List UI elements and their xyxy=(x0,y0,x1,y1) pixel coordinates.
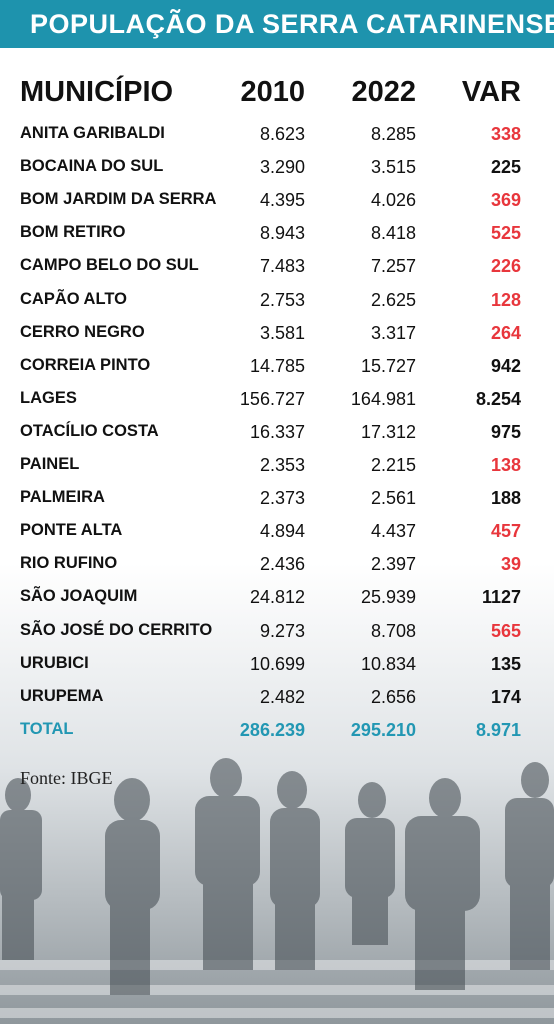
cell-value: 8.254 xyxy=(475,388,521,409)
cell-value: 8.285 xyxy=(370,124,416,144)
cell-value: 4.395 xyxy=(259,190,305,211)
cell-value: 1127 xyxy=(481,587,521,608)
municipality: URUBICI xyxy=(20,653,89,672)
municipality: SÃO JOSÉ DO CERRITO xyxy=(20,620,213,639)
cell-value: 138 xyxy=(490,455,521,475)
cell-value: 8.708 xyxy=(370,620,416,641)
column-header: 2010 xyxy=(240,76,305,108)
cell-value: 7.483 xyxy=(259,256,305,277)
municipality: BOM JARDIM DA SERRA xyxy=(20,190,217,209)
cell-value: 16.337 xyxy=(249,421,305,442)
cell-value: 942 xyxy=(490,355,521,376)
cell-value: 10.699 xyxy=(249,653,305,674)
cell-value: 565 xyxy=(490,620,521,641)
cell-value: 24.812 xyxy=(249,587,305,608)
cell-value: 4.894 xyxy=(259,521,305,542)
cell-value: 7.257 xyxy=(370,256,416,277)
header-bar: POPULAÇÃO DA SERRA CATARINENSE xyxy=(0,0,554,48)
municipality: SÃO JOAQUIM xyxy=(20,587,138,606)
cell-value: 10.834 xyxy=(360,653,416,674)
cell-value: 39 xyxy=(500,554,521,575)
municipality: BOM RETIRO xyxy=(20,223,126,242)
cell-value: 2.482 xyxy=(259,686,305,707)
municipality: LAGES xyxy=(20,388,77,407)
cell-value: 2.625 xyxy=(370,289,416,310)
cell-value: 3.290 xyxy=(259,157,305,178)
cell-value: 15.727 xyxy=(360,355,416,376)
cell-value: 14.785 xyxy=(249,355,305,376)
cell-value: 164.981 xyxy=(350,388,416,409)
cell-value: 8.943 xyxy=(259,223,305,244)
cell-value: 2.373 xyxy=(259,488,305,509)
cell-value: 226 xyxy=(490,256,521,277)
cell-value: 457 xyxy=(490,521,521,542)
cell-value: 188 xyxy=(490,488,521,509)
municipality: URUPEMA xyxy=(20,686,104,705)
source: Fonte: IBGE xyxy=(20,768,113,788)
total-cell: 286.239 xyxy=(239,719,305,740)
municipality: CERRO NEGRO xyxy=(20,322,145,341)
cell-value: 4.437 xyxy=(370,521,416,542)
cell-value: 2.656 xyxy=(370,686,416,707)
total-cell: TOTAL xyxy=(20,719,74,738)
cell-value: 2.436 xyxy=(259,554,305,575)
municipality: CORREIA PINTO xyxy=(20,355,151,374)
cell-value: 975 xyxy=(490,421,521,442)
cell-value: 2.753 xyxy=(259,289,305,310)
municipality: CAPÃO ALTO xyxy=(20,289,127,308)
total-cell: 8.971 xyxy=(475,719,521,740)
cell-value: 8.418 xyxy=(370,223,416,244)
cell-value: 8.623 xyxy=(259,124,305,144)
cell-value: 264 xyxy=(490,322,521,343)
column-header: VAR xyxy=(461,76,521,108)
municipality: BOCAINA DO SUL xyxy=(20,157,164,176)
municipality: OTACÍLIO COSTA xyxy=(20,421,159,440)
cell-value: 3.581 xyxy=(259,322,305,343)
municipality: CAMPO BELO DO SUL xyxy=(20,256,199,275)
cell-value: 2.215 xyxy=(370,455,416,475)
cell-value: 128 xyxy=(490,289,521,310)
cell-value: 25.939 xyxy=(360,587,416,608)
cell-value: 225 xyxy=(490,157,521,178)
cell-value: 338 xyxy=(490,124,521,144)
cell-value: 2.353 xyxy=(259,455,305,475)
municipality: PAINEL xyxy=(20,455,80,473)
municipality: ANITA GARIBALDI xyxy=(20,124,165,142)
cell-value: 174 xyxy=(490,686,521,707)
cell-value: 156.727 xyxy=(239,388,305,409)
cell-value: 4.026 xyxy=(370,190,416,211)
total-cell: 295.210 xyxy=(350,719,416,740)
cell-value: 2.397 xyxy=(370,554,416,575)
cell-value: 369 xyxy=(490,190,521,211)
cell-value: 3.515 xyxy=(370,157,416,178)
column-header: 2022 xyxy=(351,76,416,108)
cell-value: 9.273 xyxy=(259,620,305,641)
cell-value: 525 xyxy=(490,223,521,244)
cell-value: 2.561 xyxy=(370,488,416,509)
title: POPULAÇÃO DA SERRA CATARINENSE xyxy=(30,9,554,39)
cell-value: 135 xyxy=(490,653,521,674)
municipality: RIO RUFINO xyxy=(20,554,118,573)
column-header: MUNICÍPIO xyxy=(20,76,174,108)
cell-value: 17.312 xyxy=(360,421,416,442)
municipality: PONTE ALTA xyxy=(20,521,123,540)
municipality: PALMEIRA xyxy=(20,488,105,507)
cell-value: 3.317 xyxy=(370,322,416,343)
